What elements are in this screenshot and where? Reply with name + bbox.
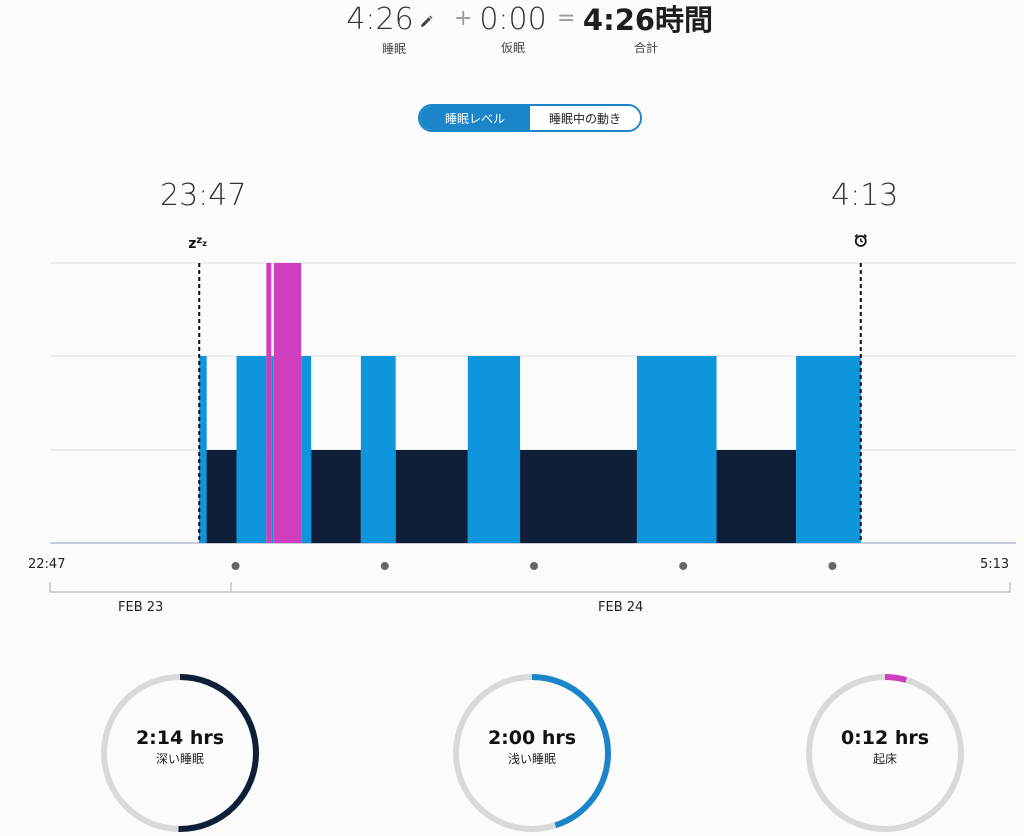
nap-duration: 0:00 仮眠 <box>478 0 548 56</box>
sleep-start-time: 23:47 <box>160 178 247 213</box>
ring-progress <box>453 674 611 832</box>
sleep-bar-light <box>636 356 717 543</box>
total-label: 合計 <box>634 41 659 55</box>
nap-label: 仮眠 <box>500 41 525 55</box>
ring-awake: 0:12 hrs 起床 <box>804 672 966 834</box>
alarm-hands <box>860 238 864 243</box>
equals-sign: = <box>557 6 576 31</box>
date-bracket <box>49 582 1011 593</box>
sleep-bar-deep <box>395 450 468 543</box>
axis-end-label: 5:13 <box>980 557 1010 572</box>
sleep-bar-light <box>467 356 521 543</box>
sleep-duration: 4:26 睡眠 <box>340 0 440 57</box>
hour-tick-dot <box>679 562 688 570</box>
sleep-stages-chart: zzz <box>49 233 1016 593</box>
sleep-bar-deep <box>311 450 361 543</box>
alarm-face <box>854 235 867 247</box>
ring-awake-graphic <box>806 674 964 832</box>
hour-tick-dot <box>380 562 389 570</box>
ring-awake-value: 0:12 hrs <box>840 727 930 749</box>
hour-tick-dot <box>530 562 538 570</box>
sleep-bar-awake <box>273 263 302 543</box>
ring-awake-label: 起床 <box>872 752 897 766</box>
pencil-icon[interactable] <box>418 1 434 41</box>
sleep-bar-light <box>271 356 274 543</box>
zzz-icon: zzz <box>188 235 207 252</box>
ring-light-label: 浅い睡眠 <box>507 752 556 766</box>
view-toggle[interactable]: 睡眠レベル 睡眠中の動き <box>418 104 642 132</box>
ring-deep-sleep: 2:14 hrs 深い睡眠 <box>99 672 261 834</box>
ring-progress <box>806 674 964 832</box>
date-label-feb23: FEB 23 <box>118 600 164 615</box>
sleep-value: 4:26 <box>346 2 414 37</box>
ring-light-sleep-graphic <box>453 674 611 832</box>
ring-deep-label: 深い睡眠 <box>155 752 204 766</box>
ring-progress <box>101 674 259 832</box>
ring-deep-sleep-graphic <box>101 674 259 832</box>
ring-light-sleep: 2:00 hrs 浅い睡眠 <box>451 672 613 834</box>
sleep-bar-light <box>301 356 312 543</box>
total-duration: 4:26時間 合計 <box>582 0 714 56</box>
sleep-bar-deep <box>520 450 637 543</box>
sleep-bar-light <box>199 356 207 543</box>
chart-markers: zzz <box>49 233 1011 593</box>
hour-tick-dot <box>231 562 240 570</box>
hour-tick-dot <box>828 562 837 570</box>
axis-start-label: 22:47 <box>28 557 66 572</box>
chart-bars <box>199 263 861 543</box>
toggle-sleep-levels[interactable]: 睡眠レベル <box>420 106 530 130</box>
plus-sign: + <box>454 6 473 31</box>
sleep-bar-deep <box>206 450 237 543</box>
wake-time: 4:13 <box>831 178 899 213</box>
sleep-bar-light <box>360 356 396 543</box>
sleep-bar-light <box>796 356 861 543</box>
date-label-feb24: FEB 24 <box>598 600 644 615</box>
ring-deep-value: 2:14 hrs <box>135 727 225 749</box>
nap-value: 0:00 <box>479 2 547 37</box>
sleep-bar-awake <box>266 263 272 543</box>
ring-light-value: 2:00 hrs <box>487 727 577 749</box>
sleep-summary: 4:26 睡眠 + 0:00 仮眠 = 4:26時間 合計 <box>0 0 1024 70</box>
sleep-label: 睡眠 <box>382 41 407 56</box>
total-value: 4:26時間 <box>582 3 714 37</box>
alarm-bells <box>854 233 867 238</box>
toggle-sleep-movement[interactable]: 睡眠中の動き <box>530 106 640 130</box>
alarm-clock-icon <box>854 233 867 247</box>
sleep-bar-deep <box>716 450 797 543</box>
sleep-bar-light <box>236 356 267 543</box>
